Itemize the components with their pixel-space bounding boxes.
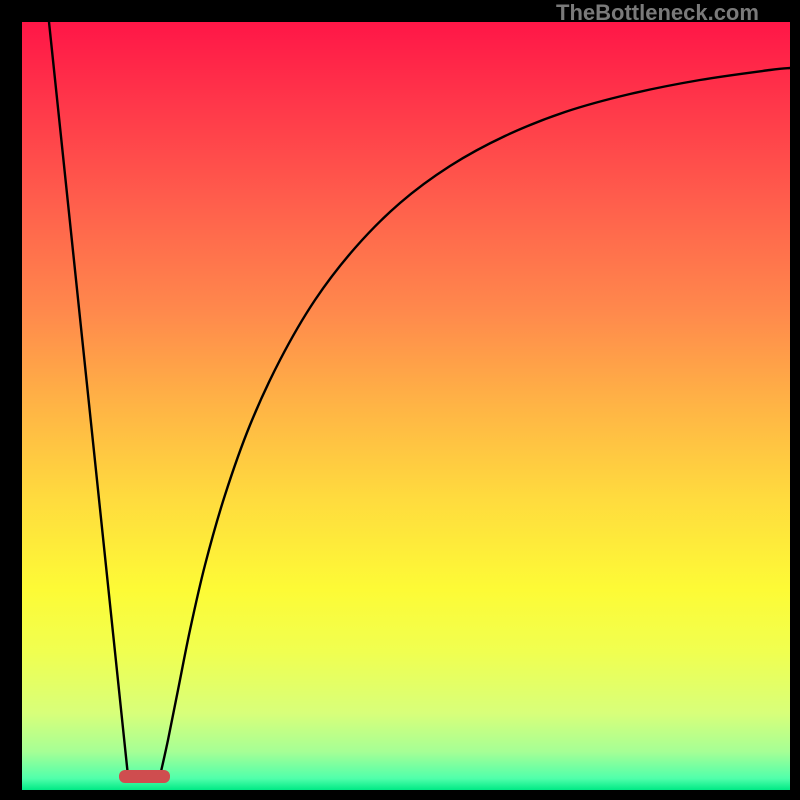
- minimum-marker: [119, 770, 170, 783]
- left-v-line: [49, 22, 128, 776]
- right-asymptote-curve: [160, 68, 790, 776]
- curve-layer: [0, 0, 800, 800]
